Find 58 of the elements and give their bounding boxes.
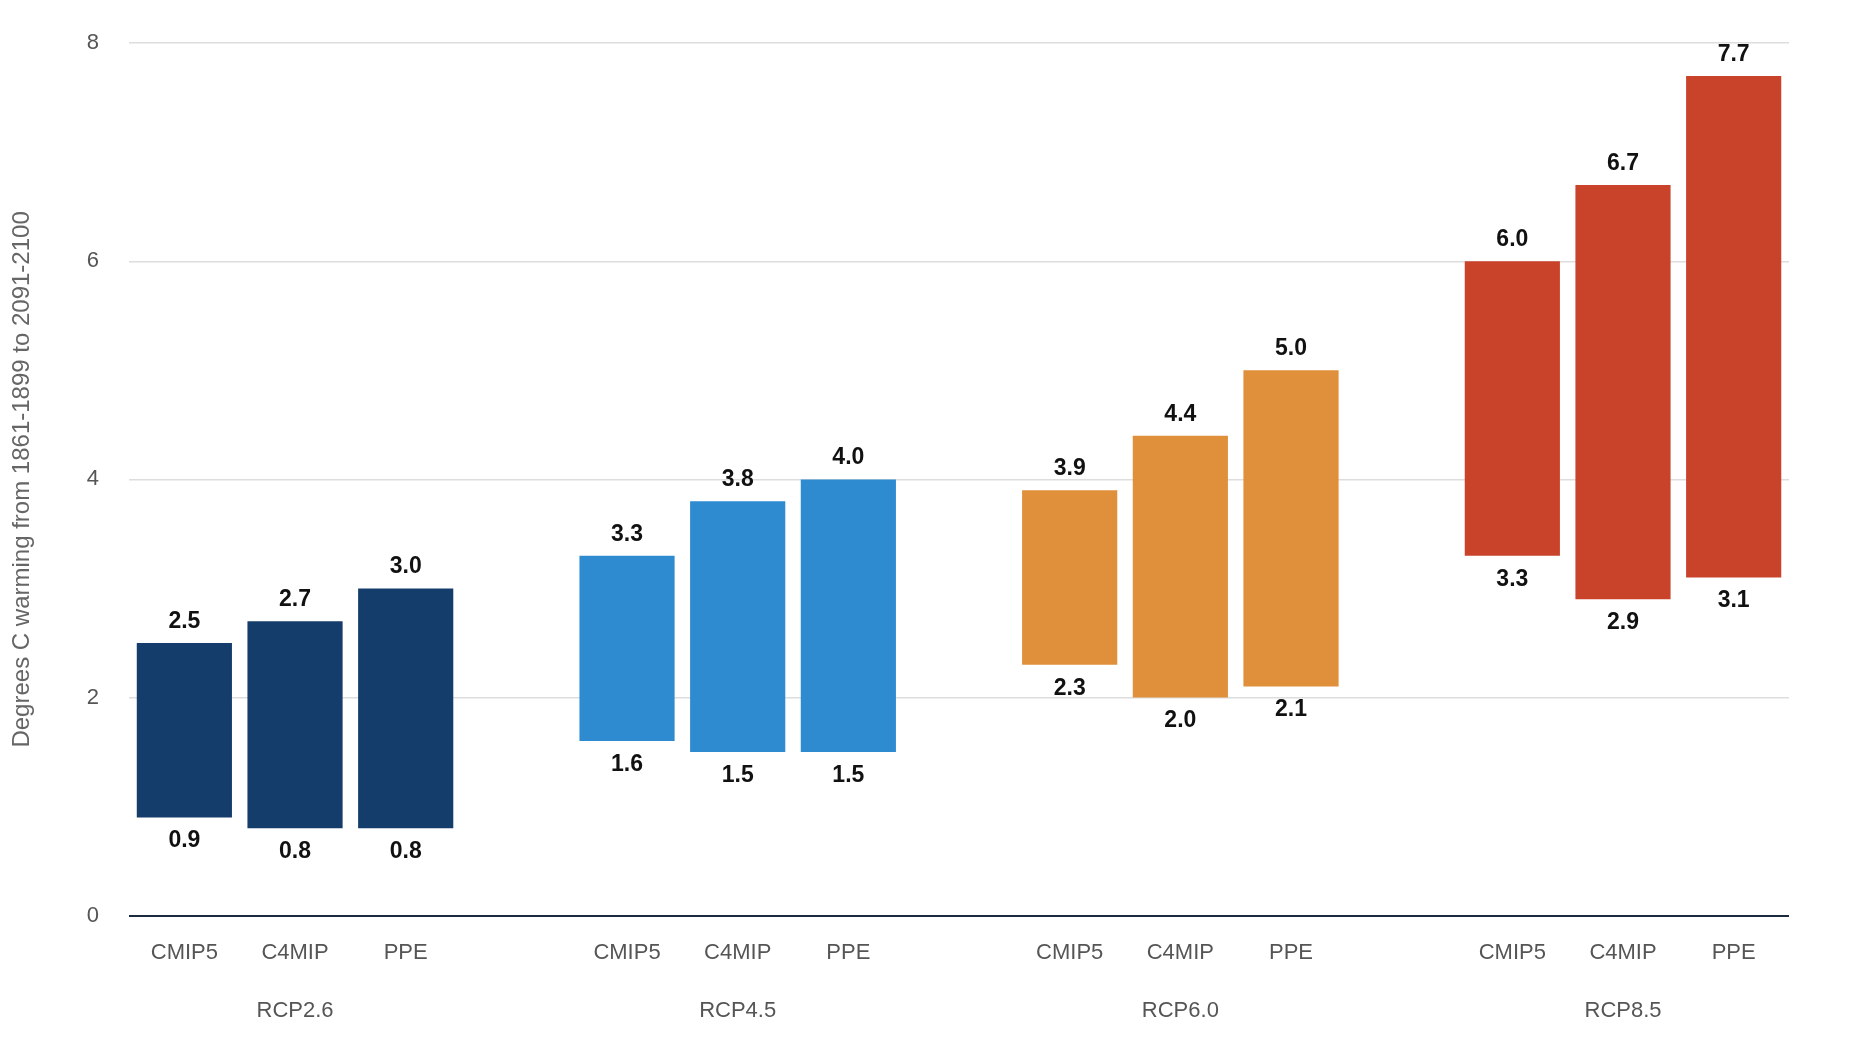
- bar: [1243, 370, 1339, 687]
- data-label: 4.4: [1164, 399, 1197, 426]
- text: RCP4.5: [699, 996, 777, 1022]
- bar: [1464, 261, 1560, 556]
- x-tick-label: PPE: [1268, 938, 1314, 964]
- bar: [136, 642, 232, 818]
- data-label: 6.0: [1496, 225, 1529, 252]
- data-label: 3.9: [1053, 454, 1086, 481]
- x-tick-label: C4MIP: [704, 938, 772, 964]
- bar: [1022, 490, 1118, 665]
- bar: [690, 501, 786, 753]
- y-axis-title: Degrees C warming from 1861-1899 to 2091-2100: [7, 211, 35, 748]
- bar: [1575, 184, 1671, 600]
- data-label: 3.0: [389, 552, 422, 579]
- bar: [247, 621, 343, 829]
- data-label: 7.7: [1717, 39, 1750, 66]
- text: RCP6.0: [1141, 996, 1219, 1022]
- y-tick-label: 6: [86, 247, 100, 273]
- annotation: 2.1: [1275, 695, 1308, 722]
- x-tick-label: CMIP5: [1036, 938, 1104, 964]
- data-label: 5.0: [1275, 334, 1307, 361]
- x-tick-label: PPE: [383, 938, 428, 964]
- x-tick-label: PPE: [1711, 938, 1756, 964]
- bar: [1686, 75, 1782, 578]
- x-tick-label: C4MIP: [1589, 938, 1657, 964]
- bar: [1132, 435, 1228, 698]
- x-tick-label: CMIP5: [593, 938, 661, 964]
- annotation: 2.0: [1164, 706, 1197, 733]
- x-tick-label: PPE: [826, 938, 871, 964]
- annotation: 1.5: [832, 760, 865, 787]
- annotation: 0.8: [389, 837, 422, 864]
- x-tick-label: C4MIP: [1146, 938, 1214, 964]
- x-tick-label: CMIP5: [150, 938, 218, 964]
- text: RCP2.6: [256, 996, 334, 1022]
- text: RCP8.5: [1584, 996, 1662, 1022]
- data-label: 3.8: [721, 465, 754, 492]
- data-label: 6.7: [1607, 148, 1639, 175]
- data-label: 3.3: [611, 519, 644, 546]
- annotation: 1.5: [721, 760, 754, 787]
- y-tick-label: 4: [86, 465, 100, 491]
- annotation: 1.6: [611, 749, 644, 776]
- data-label: 2.5: [168, 606, 201, 633]
- annotation: 3.1: [1717, 586, 1750, 613]
- x-tick-label: CMIP5: [1478, 938, 1546, 964]
- y-tick-label: 0: [86, 901, 100, 927]
- annotation: 2.3: [1053, 673, 1086, 700]
- annotation: 0.9: [168, 826, 201, 853]
- annotation: 2.9: [1607, 608, 1639, 635]
- annotation: 3.3: [1496, 564, 1529, 591]
- data-label: 4.0: [832, 443, 865, 470]
- bar: [579, 555, 675, 742]
- y-tick-label: 8: [86, 29, 100, 55]
- bar: [800, 479, 896, 753]
- y-tick-label: 2: [86, 683, 100, 709]
- bar: [358, 588, 454, 829]
- data-label: 2.7: [279, 585, 312, 612]
- annotation: 0.8: [279, 837, 312, 864]
- x-tick-label: C4MIP: [261, 938, 329, 964]
